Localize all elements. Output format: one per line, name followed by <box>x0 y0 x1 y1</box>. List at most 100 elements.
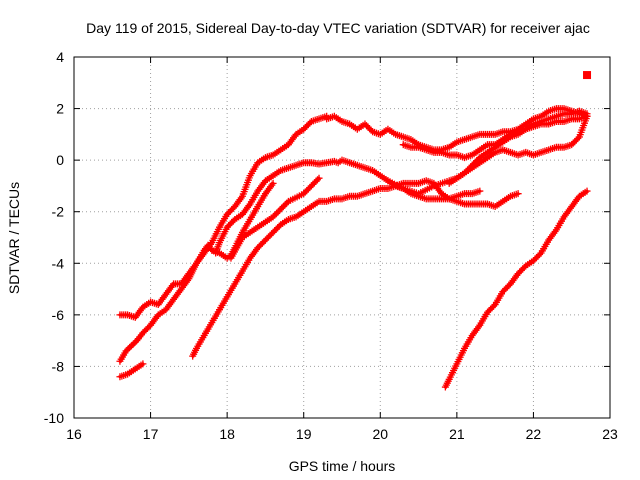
data-point-marker <box>529 257 537 265</box>
data-point-marker <box>307 182 315 190</box>
x-tick-labels: 16 17 18 19 20 21 22 23 <box>66 426 618 442</box>
x-tick-label: 17 <box>143 426 159 442</box>
data-point-marker <box>225 209 233 217</box>
data-point-marker <box>514 190 522 198</box>
data-point-marker <box>269 228 277 236</box>
data-point-marker <box>228 219 236 227</box>
data-point-marker <box>315 174 323 182</box>
data-point-marker <box>572 136 580 144</box>
data-point-marker <box>140 327 148 335</box>
data-point-marker <box>139 329 147 337</box>
data-point-marker <box>313 176 321 184</box>
data-point-marker <box>254 244 262 252</box>
data-point-marker <box>568 141 576 149</box>
data-point-marker <box>519 265 527 273</box>
grid-layer <box>74 57 610 418</box>
series-arc-6 <box>227 174 323 262</box>
data-point-marker <box>531 255 539 263</box>
x-tick-label: 19 <box>296 426 312 442</box>
data-point-marker <box>226 220 234 228</box>
data-point-marker <box>483 308 491 316</box>
series-line <box>443 189 589 389</box>
data-point-marker <box>274 224 282 232</box>
data-point-marker <box>487 305 495 313</box>
data-point-marker <box>226 207 234 215</box>
data-point-marker <box>534 252 542 260</box>
data-point-marker <box>304 121 312 129</box>
data-point-marker <box>142 326 150 334</box>
data-point-marker <box>300 190 308 198</box>
x-tick-label: 22 <box>526 426 542 442</box>
y-axis-label: SDTVAR / TECUs <box>6 182 22 294</box>
y-tick-label: -4 <box>52 255 65 271</box>
y-tick-label: -10 <box>44 410 64 426</box>
tick-layer <box>73 56 611 419</box>
data-point-marker <box>225 222 233 230</box>
data-point-marker <box>490 302 498 310</box>
series-arc-10 <box>445 112 591 187</box>
data-point-marker <box>309 180 317 188</box>
data-point-marker <box>268 230 276 238</box>
x-axis-label: GPS time / hours <box>289 458 396 474</box>
data-point-marker <box>139 360 147 368</box>
data-point-marker <box>269 179 277 187</box>
series-arc-7 <box>323 105 591 154</box>
series-point-1 <box>583 71 592 80</box>
data-point-marker <box>300 125 308 133</box>
data-point-marker <box>223 210 231 218</box>
data-point-marker <box>264 233 272 241</box>
data-point-marker <box>583 71 592 80</box>
series-arc-11 <box>441 187 591 391</box>
x-tick-label: 16 <box>66 426 82 442</box>
x-tick-label: 20 <box>372 426 388 442</box>
y-tick-label: -8 <box>52 358 65 374</box>
y-tick-labels: -10 -8 -6 -4 -2 0 2 4 <box>44 49 64 426</box>
y-tick-label: 2 <box>56 101 64 117</box>
data-point-marker <box>257 241 265 249</box>
data-point-marker <box>364 123 372 131</box>
y-tick-label: 4 <box>56 49 64 65</box>
y-tick-label: 0 <box>56 152 64 168</box>
data-point-marker <box>361 120 369 128</box>
data-point-marker <box>500 286 508 294</box>
data-point-marker <box>228 206 236 214</box>
data-point-marker <box>517 267 525 275</box>
data-point-marker <box>261 236 269 244</box>
data-point-marker <box>516 268 524 276</box>
data-point-marker <box>502 285 510 293</box>
data-point-marker <box>255 242 263 250</box>
data-point-marker <box>260 238 268 246</box>
data-point-marker <box>304 185 312 193</box>
data-point-marker <box>303 187 311 195</box>
data-point-marker <box>536 251 544 259</box>
data-point-marker <box>503 283 511 291</box>
data-point-marker <box>301 124 309 132</box>
series-arc-1 <box>116 179 277 365</box>
x-tick-label: 23 <box>602 426 618 442</box>
data-point-marker <box>532 254 540 262</box>
data-point-marker <box>583 187 591 195</box>
plot-frame <box>73 56 611 419</box>
data-point-marker <box>574 134 582 142</box>
series-arc-3 <box>116 360 147 381</box>
data-point-marker <box>266 231 274 239</box>
data-point-marker <box>485 307 493 315</box>
data-point-marker <box>223 223 231 231</box>
data-point-marker <box>366 125 374 133</box>
data-point-marker <box>312 177 320 185</box>
data-point-marker <box>310 179 318 187</box>
y-tick-label: -2 <box>52 204 65 220</box>
data-point-marker <box>514 270 522 278</box>
data-point-marker <box>272 225 280 233</box>
data-point-marker <box>499 288 507 296</box>
data-point-marker <box>476 187 484 195</box>
data-point-marker <box>569 139 577 147</box>
data-point-marker <box>144 324 152 332</box>
y-tick-label: -6 <box>52 307 65 323</box>
series-arc-5 <box>189 177 522 360</box>
series-layer <box>116 71 592 391</box>
data-point-marker <box>363 122 371 130</box>
data-point-marker <box>303 122 311 130</box>
series-arc-2 <box>116 112 331 321</box>
